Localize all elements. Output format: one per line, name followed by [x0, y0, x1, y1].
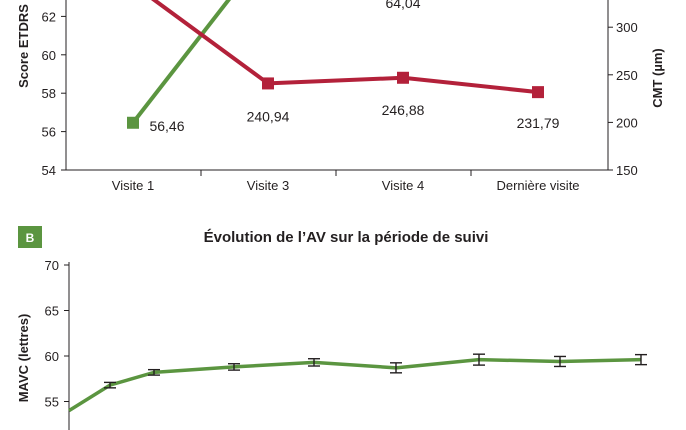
chart-a-y-tick-label: 58 [42, 86, 56, 101]
chart-b-y-tick-label: 55 [45, 395, 59, 410]
chart-a-y2-tick-label: 150 [616, 163, 638, 178]
chart-a-y-tick-label: 60 [42, 48, 56, 63]
chart-a-x-ticks: Visite 1 Visite 3 Visite 4 Dernière visite [112, 170, 580, 193]
chart-a-y2-tick-label: 300 [616, 20, 638, 35]
chart-a-y-axis-title: Score ETDRS [16, 4, 31, 88]
chart-a-y2-axis-title: CMT (µm) [650, 48, 665, 107]
chart-a-point [532, 86, 544, 99]
chart-b: B Évolution de l’AV sur la période de su… [16, 226, 647, 430]
chart-a-series: 56,46 240,94 246,88 231,79 [127, 0, 560, 134]
chart-a-data-label: 56,46 [149, 118, 184, 134]
chart-a-data-label: 231,79 [517, 115, 560, 131]
chart-b-series [68, 353, 647, 413]
chart-a-y-tick-label: 54 [42, 163, 56, 178]
chart-b-y-tick-label: 60 [45, 349, 59, 364]
chart-a-x-tick-label: Visite 3 [247, 178, 289, 193]
chart-b-badge [18, 226, 42, 248]
chart-a-y2-ticks: 150 200 250 300 [608, 20, 638, 178]
chart-a-series-line [131, 0, 232, 124]
chart-a-x-tick-label: Visite 4 [382, 178, 424, 193]
chart-a-x-tick-label: Visite 1 [112, 178, 154, 193]
chart-a-series-line [150, 0, 539, 95]
chart-a-data-label: 246,88 [382, 102, 425, 118]
chart-a-point [127, 116, 139, 129]
chart-a-y2-tick-label: 250 [616, 68, 638, 83]
chart-b-badge-label: B [26, 231, 35, 245]
chart-a-y-tick-label: 56 [42, 125, 56, 140]
chart-b-series-line [68, 357, 642, 413]
chart-b-y-tick-label: 65 [45, 304, 59, 319]
chart-b-y-tick-label: 70 [45, 258, 59, 273]
chart-a-y-tick-label: 62 [42, 9, 56, 24]
chart-a-point [397, 71, 409, 84]
chart-a-y2-tick-label: 200 [616, 115, 638, 130]
chart-b-title: Évolution de l’AV sur la période de suiv… [204, 229, 489, 246]
chart-a: 54 56 58 60 62 150 200 250 300 Visite 1 Visite 3… [16, 0, 665, 193]
chart-a-data-label: 240,94 [247, 108, 290, 124]
chart-a-y-ticks: 54 56 58 60 62 [42, 9, 66, 178]
chart-b-y-axis-title: MAVC (lettres) [16, 314, 31, 403]
chart-a-annotation: 64,04 [385, 0, 420, 11]
chart-b-y-ticks: 55 60 65 70 [45, 258, 69, 410]
chart-a-point [262, 77, 274, 90]
chart-a-x-tick-label: Dernière visite [496, 178, 579, 193]
